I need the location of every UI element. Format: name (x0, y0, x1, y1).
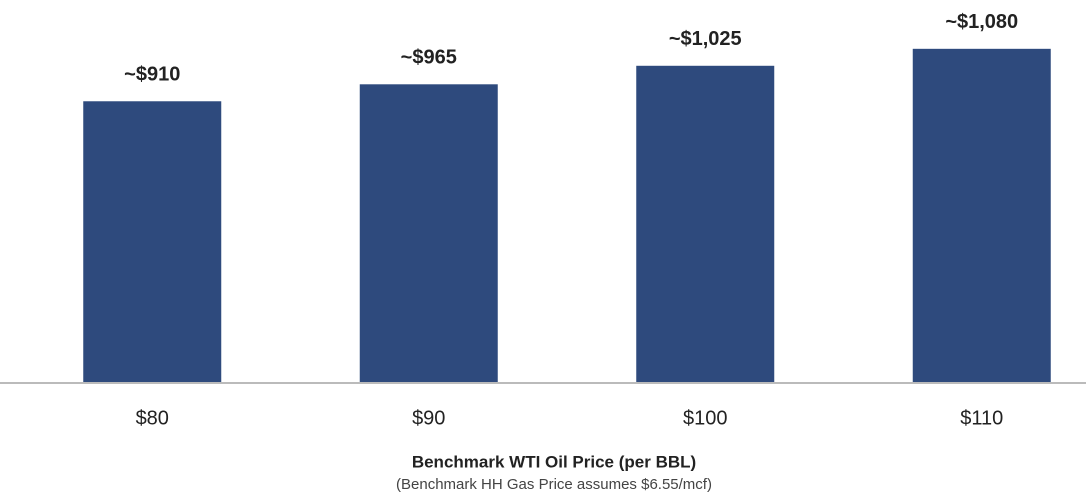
value-label: ~$1,025 (669, 28, 742, 50)
x-tick-label: $90 (412, 407, 445, 429)
x-tick-label: $80 (136, 407, 169, 429)
bar (636, 65, 775, 382)
value-label: ~$1,080 (945, 11, 1018, 33)
subtitle: (Benchmark HH Gas Price assumes $6.55/mc… (396, 476, 712, 493)
value-label: ~$965 (401, 47, 457, 69)
x-axis-label: Benchmark WTI Oil Price (per BBL) (412, 452, 696, 471)
value-label: ~$910 (124, 64, 180, 86)
x-tick-label: $100 (683, 407, 728, 429)
bar (83, 101, 222, 382)
x-tick-label: $110 (960, 407, 1003, 429)
bar (912, 48, 1051, 382)
bar (359, 84, 498, 383)
